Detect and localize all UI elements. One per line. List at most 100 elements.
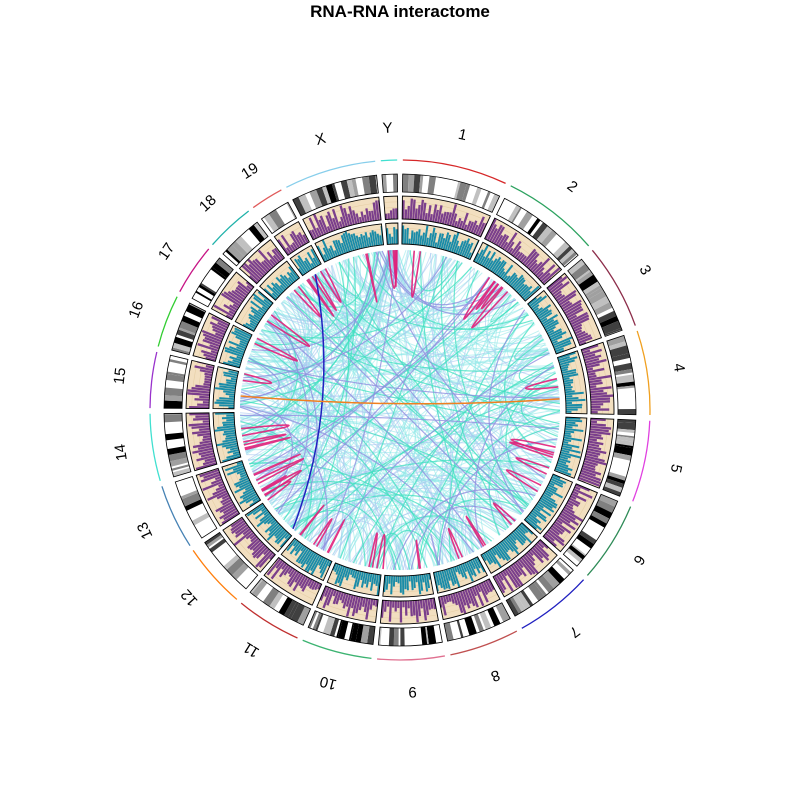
track-bar <box>310 248 321 266</box>
track-bar <box>509 276 519 287</box>
interaction-link <box>263 487 396 571</box>
track-bar <box>527 297 537 306</box>
track-teal <box>218 324 253 369</box>
track-bar <box>304 257 314 270</box>
track-bar <box>518 285 530 296</box>
track-bar <box>441 570 449 589</box>
track-bar <box>245 531 255 540</box>
ideogram-band <box>400 627 405 646</box>
track-bar <box>590 392 608 396</box>
track-bar <box>559 359 575 366</box>
ideogram <box>163 354 189 409</box>
ideogram-band <box>426 625 437 645</box>
track-bar <box>419 599 423 609</box>
track-bar <box>585 455 605 463</box>
interaction-link <box>265 468 539 498</box>
interaction-link <box>286 296 516 523</box>
track-bar <box>588 435 604 440</box>
track-bar <box>259 512 271 522</box>
track-bar <box>331 208 341 230</box>
track-bar <box>198 449 214 456</box>
track-bar <box>477 244 489 265</box>
track-bar <box>379 235 383 246</box>
track-bar <box>268 522 280 533</box>
ideogram-border <box>496 197 579 268</box>
track-bar <box>248 263 264 279</box>
track-purple <box>316 585 379 624</box>
track-bar <box>570 314 590 326</box>
track-bar <box>569 311 588 324</box>
ideogram-band <box>169 457 189 467</box>
track-bar <box>332 589 337 597</box>
track-bar <box>199 395 210 399</box>
track-bar <box>578 336 593 344</box>
ideogram-band <box>579 530 597 545</box>
track-border <box>553 416 588 479</box>
interaction-link <box>242 372 272 385</box>
track-bar <box>404 600 408 616</box>
track-bar <box>272 254 280 263</box>
track-purple <box>185 359 215 410</box>
track-bar <box>419 235 423 246</box>
track-bar <box>579 341 587 346</box>
track-bar <box>564 430 575 434</box>
chromosome-6: 6 <box>523 473 648 576</box>
track-bar <box>270 282 283 294</box>
track-bar <box>442 595 447 604</box>
track-border <box>212 412 242 464</box>
interaction-link <box>389 250 517 316</box>
track-bar <box>564 390 575 394</box>
ideogram-border <box>567 258 623 337</box>
track-bar <box>496 544 509 562</box>
track-bar <box>187 389 210 394</box>
track-bar <box>429 214 433 222</box>
interaction-link <box>505 469 542 493</box>
track-bar <box>300 545 306 552</box>
track-bar <box>341 592 347 604</box>
interaction-link <box>510 438 556 456</box>
track-bar <box>298 575 307 587</box>
track-bar <box>216 492 229 500</box>
track-bar <box>327 560 332 567</box>
track-bar <box>249 539 261 551</box>
track-bar <box>235 286 248 297</box>
track-bar <box>211 315 230 327</box>
track-bar <box>286 271 296 283</box>
track-bar <box>229 395 235 398</box>
ideogram-border <box>505 557 574 617</box>
track-border <box>523 473 574 535</box>
track-bar <box>363 597 369 613</box>
track-bar <box>278 564 290 578</box>
track-bar <box>245 494 259 504</box>
ideogram-band <box>597 310 617 324</box>
track-bar <box>530 295 548 309</box>
track-bar <box>360 571 364 581</box>
ideogram-band <box>166 371 185 377</box>
track-bar <box>369 232 374 247</box>
track-bar <box>488 258 498 271</box>
interaction-link <box>352 362 554 564</box>
track-bar <box>561 368 577 374</box>
track-bar <box>218 483 225 488</box>
track-bar <box>442 232 450 251</box>
track-bar <box>538 539 549 550</box>
chromosome-label: 16 <box>126 299 148 321</box>
track-bar <box>249 533 256 540</box>
track-border <box>302 196 382 241</box>
track-bar <box>269 258 277 267</box>
track-bar <box>417 600 422 617</box>
track-bar <box>205 365 214 369</box>
track-bar <box>460 564 468 579</box>
track-bar <box>558 457 571 464</box>
ideogram-band <box>453 181 461 200</box>
track-purple <box>263 556 323 606</box>
track-bar <box>236 346 246 352</box>
track-bar <box>512 563 523 576</box>
track-bar <box>489 228 498 243</box>
track-bar <box>343 207 351 227</box>
track-bar <box>306 251 317 268</box>
ideogram-border <box>163 354 189 409</box>
track-bar <box>565 503 574 510</box>
track-border <box>577 417 615 489</box>
track-bar <box>466 588 476 607</box>
